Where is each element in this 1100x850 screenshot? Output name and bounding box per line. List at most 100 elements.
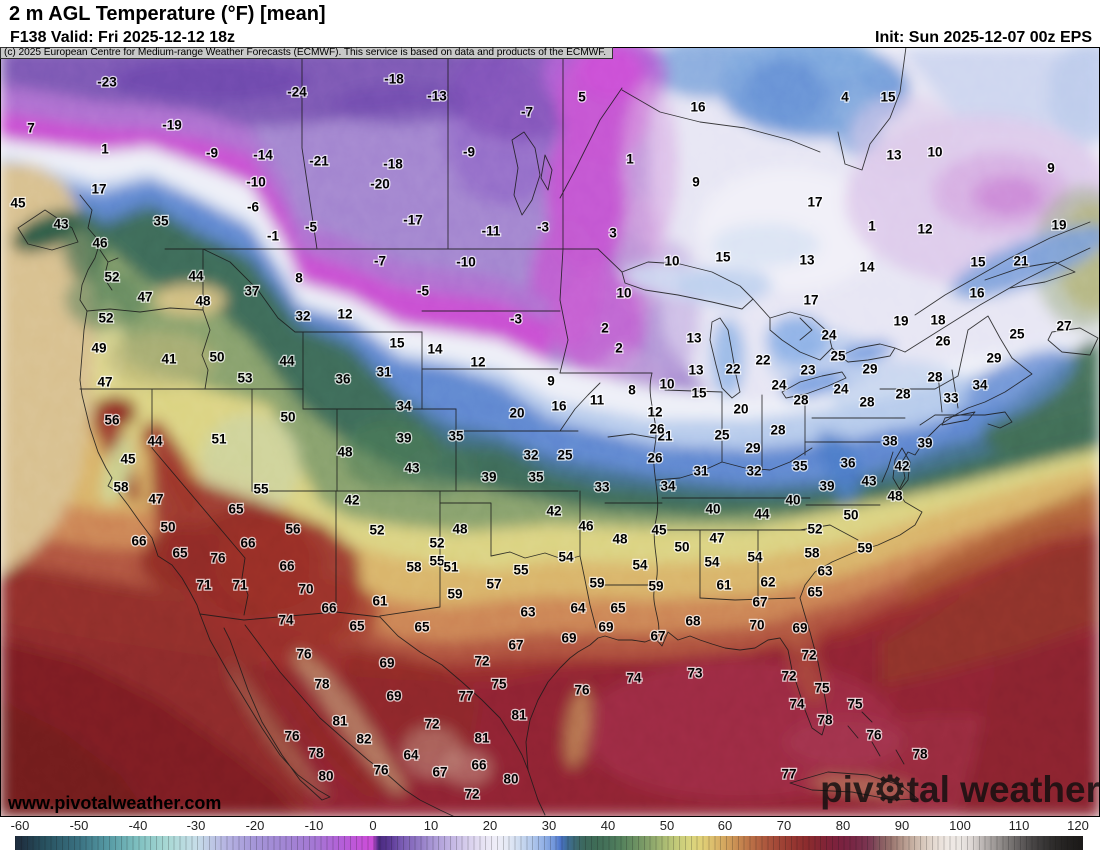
svg-text:29: 29: [986, 351, 1001, 366]
svg-text:13: 13: [799, 253, 815, 268]
svg-text:10: 10: [664, 254, 679, 269]
svg-text:72: 72: [781, 669, 796, 684]
svg-text:66: 66: [131, 534, 147, 549]
svg-text:21: 21: [1013, 254, 1029, 269]
svg-text:74: 74: [789, 697, 805, 712]
svg-text:1: 1: [101, 142, 109, 157]
svg-text:78: 78: [308, 746, 324, 761]
svg-text:31: 31: [376, 365, 392, 380]
svg-text:77: 77: [458, 689, 473, 704]
svg-text:4: 4: [841, 90, 849, 105]
svg-text:48: 48: [337, 445, 353, 460]
svg-text:2: 2: [615, 341, 623, 356]
svg-text:76: 76: [866, 728, 882, 743]
svg-text:26: 26: [647, 451, 663, 466]
svg-text:81: 81: [474, 731, 490, 746]
svg-text:48: 48: [195, 294, 211, 309]
svg-text:38: 38: [882, 434, 898, 449]
svg-text:15: 15: [691, 386, 707, 401]
svg-text:66: 66: [321, 601, 337, 616]
svg-text:59: 59: [648, 579, 663, 594]
svg-text:65: 65: [172, 546, 188, 561]
svg-text:-21: -21: [309, 154, 329, 169]
svg-text:-18: -18: [384, 72, 404, 87]
svg-text:35: 35: [448, 429, 464, 444]
svg-text:28: 28: [770, 423, 786, 438]
svg-text:12: 12: [337, 307, 352, 322]
svg-text:18: 18: [930, 313, 946, 328]
svg-text:50: 50: [674, 540, 689, 555]
svg-text:12: 12: [917, 222, 932, 237]
svg-text:26: 26: [649, 422, 665, 437]
svg-text:66: 66: [240, 536, 256, 551]
svg-text:48: 48: [612, 532, 628, 547]
svg-text:50: 50: [160, 520, 175, 535]
svg-text:34: 34: [972, 378, 988, 393]
svg-text:-19: -19: [162, 118, 182, 133]
svg-text:47: 47: [148, 492, 163, 507]
svg-text:7: 7: [27, 121, 35, 136]
svg-text:55: 55: [429, 554, 445, 569]
svg-text:43: 43: [404, 461, 420, 476]
svg-text:63: 63: [520, 605, 536, 620]
svg-text:24: 24: [821, 328, 837, 343]
svg-text:39: 39: [819, 479, 834, 494]
svg-text:67: 67: [752, 595, 767, 610]
svg-text:13: 13: [688, 363, 704, 378]
svg-text:9: 9: [547, 374, 555, 389]
svg-text:27: 27: [1056, 319, 1071, 334]
svg-text:59: 59: [447, 587, 462, 602]
svg-text:69: 69: [792, 621, 807, 636]
svg-text:67: 67: [650, 629, 665, 644]
svg-text:19: 19: [1051, 218, 1066, 233]
svg-text:51: 51: [443, 560, 459, 575]
svg-text:39: 39: [917, 436, 932, 451]
svg-text:55: 55: [513, 563, 529, 578]
svg-text:17: 17: [91, 182, 106, 197]
svg-text:40: 40: [705, 502, 720, 517]
svg-text:24: 24: [833, 382, 849, 397]
svg-text:15: 15: [715, 250, 731, 265]
svg-text:61: 61: [372, 594, 388, 609]
svg-text:25: 25: [714, 428, 730, 443]
svg-text:-10: -10: [456, 255, 476, 270]
svg-text:10: 10: [927, 145, 942, 160]
svg-text:65: 65: [610, 601, 626, 616]
svg-text:50: 50: [209, 350, 224, 365]
svg-text:72: 72: [474, 654, 489, 669]
svg-text:71: 71: [196, 578, 212, 593]
svg-text:43: 43: [53, 217, 69, 232]
svg-text:16: 16: [690, 100, 706, 115]
svg-text:-9: -9: [206, 146, 218, 161]
svg-text:32: 32: [746, 464, 761, 479]
svg-text:17: 17: [803, 293, 818, 308]
svg-text:23: 23: [800, 363, 816, 378]
svg-text:28: 28: [793, 393, 809, 408]
svg-text:72: 72: [464, 787, 479, 802]
svg-text:19: 19: [893, 314, 908, 329]
svg-text:78: 78: [912, 747, 928, 762]
svg-text:28: 28: [859, 395, 875, 410]
svg-text:69: 69: [379, 656, 394, 671]
svg-text:48: 48: [887, 489, 903, 504]
svg-text:47: 47: [709, 531, 724, 546]
svg-text:-23: -23: [97, 75, 117, 90]
svg-text:-14: -14: [253, 148, 273, 163]
svg-text:51: 51: [211, 432, 227, 447]
svg-text:16: 16: [551, 399, 567, 414]
svg-text:75: 75: [491, 677, 507, 692]
svg-text:37: 37: [244, 284, 259, 299]
svg-text:25: 25: [557, 448, 573, 463]
svg-text:55: 55: [253, 482, 269, 497]
svg-text:70: 70: [298, 582, 313, 597]
svg-text:76: 76: [296, 647, 312, 662]
svg-text:32: 32: [295, 309, 310, 324]
svg-text:-18: -18: [383, 157, 403, 172]
svg-text:-5: -5: [305, 220, 317, 235]
svg-text:67: 67: [508, 638, 523, 653]
svg-text:35: 35: [153, 214, 169, 229]
svg-text:-9: -9: [463, 145, 475, 160]
svg-text:29: 29: [862, 362, 877, 377]
svg-text:65: 65: [807, 585, 823, 600]
svg-text:47: 47: [97, 375, 112, 390]
